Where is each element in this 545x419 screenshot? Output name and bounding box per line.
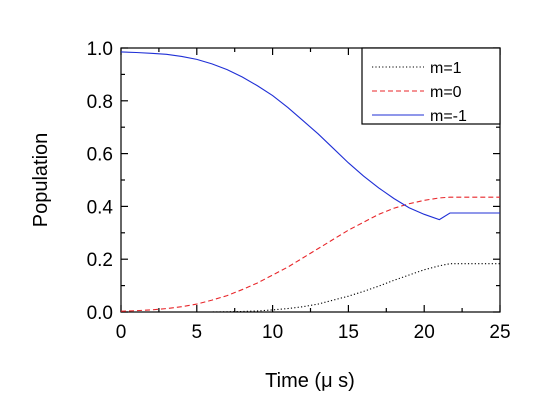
series-group bbox=[120, 51, 500, 313]
x-tick-label: 0 bbox=[116, 322, 127, 343]
series-line-m=1 bbox=[121, 263, 500, 313]
x-tick-label: 25 bbox=[489, 322, 510, 343]
x-axis-title: Time (μ s) bbox=[265, 370, 355, 392]
y-tick-label: 0.0 bbox=[87, 303, 113, 324]
y-tick-label: 0.6 bbox=[87, 145, 113, 166]
series-line-m=0 bbox=[120, 196, 500, 312]
legend: m=1 m=0 m=-1 bbox=[361, 47, 501, 125]
y-axis-title: Population bbox=[30, 133, 52, 228]
legend-label-m0: m=0 bbox=[430, 84, 462, 101]
y-tick-label: 0.2 bbox=[87, 250, 113, 271]
x-tick-label: 20 bbox=[414, 322, 435, 343]
x-tick-label: 15 bbox=[338, 322, 359, 343]
y-tick-label: 1.0 bbox=[87, 39, 113, 60]
legend-label-m-1: m=-1 bbox=[430, 108, 467, 125]
legend-label-m1: m=1 bbox=[430, 60, 462, 77]
legend-box bbox=[361, 47, 501, 125]
series-line-m=-1 bbox=[120, 51, 500, 221]
y-tick-label: 0.4 bbox=[87, 197, 114, 218]
x-tick-label: 10 bbox=[262, 322, 283, 343]
y-axis: 0.0 0.2 0.4 0.6 0.8 1.0 bbox=[87, 39, 500, 324]
x-tick-label: 5 bbox=[192, 322, 203, 343]
y-tick-label: 0.8 bbox=[87, 92, 113, 113]
